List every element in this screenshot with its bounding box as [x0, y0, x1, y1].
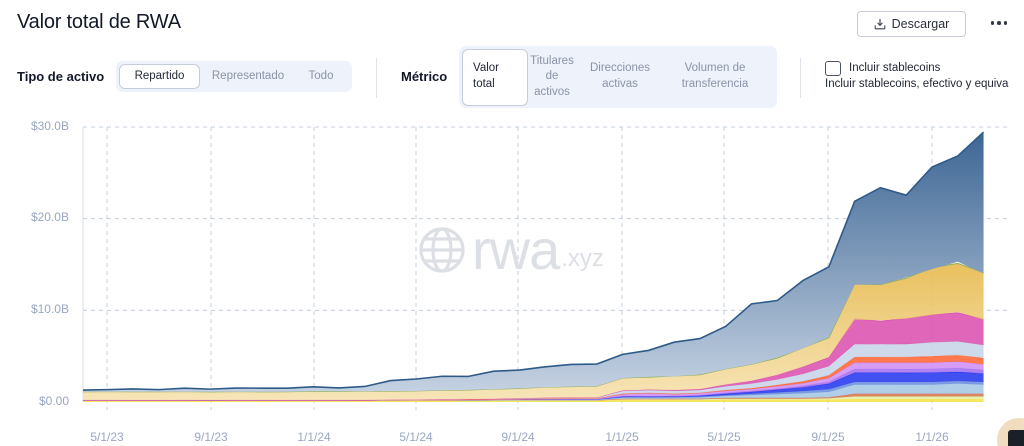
x-tick-label: 5/1/25: [707, 430, 741, 444]
filter-divider: [800, 58, 801, 98]
more-dot: [997, 21, 1001, 25]
x-tick-label: 1/1/26: [915, 430, 949, 444]
x-tick-label: 5/1/23: [90, 430, 124, 444]
asset-type-segmented-control: Repartido Representado Todo: [116, 61, 352, 92]
x-tick-label: 5/1/24: [399, 430, 433, 444]
area-series[interactable]: [83, 263, 984, 400]
area-series[interactable]: [83, 396, 984, 401]
metric-label: Métrico: [401, 69, 448, 84]
x-tick-label: 1/1/25: [605, 430, 639, 444]
series-line: [82, 131, 985, 391]
area-series[interactable]: [83, 383, 984, 401]
asset-type-label: Tipo de activo: [17, 69, 105, 84]
area-series[interactable]: [83, 361, 984, 401]
area-series[interactable]: [83, 354, 984, 401]
y-tick-label: $0.00: [38, 394, 69, 408]
x-tick-label: 1/1/24: [297, 430, 331, 444]
area-series[interactable]: [83, 372, 984, 401]
asset-type-option-todo[interactable]: Todo: [308, 69, 334, 82]
asset-type-option-repartido[interactable]: Repartido: [119, 64, 200, 89]
stacked-area-plot: [82, 126, 1007, 410]
download-label: Descargar: [891, 17, 950, 31]
download-button[interactable]: Descargar: [857, 11, 966, 37]
rwa-total-value-chart: $30.0B $20.0B $10.0B $0.00 5/1/23 9/1/23…: [0, 110, 1024, 446]
metric-option-volumen[interactable]: Volumen de transferencia: [681, 62, 749, 90]
y-tick-label: $30.0B: [30, 119, 69, 133]
more-horizontal-icon: [990, 21, 995, 25]
area-series[interactable]: [83, 368, 984, 401]
x-tick-label: 9/1/23: [194, 430, 228, 444]
area-series[interactable]: [83, 393, 984, 401]
metric-option-valor-total[interactable]: Valor total: [462, 48, 528, 106]
y-tick-label: $20.0B: [30, 210, 69, 224]
stablecoins-checkbox[interactable]: [825, 61, 841, 76]
x-tick-label: 9/1/25: [811, 430, 845, 444]
area-series[interactable]: [83, 341, 984, 401]
stablecoins-description: Incluir stablecoins, efectivo y equiva: [825, 78, 1009, 90]
metric-option-titulares[interactable]: Titulares de activos: [530, 54, 574, 98]
metric-segmented-control: Valor total Titulares de activos Direcci…: [459, 46, 777, 108]
more-dot: [1003, 21, 1008, 25]
stablecoins-label[interactable]: Incluir stablecoins: [849, 62, 941, 74]
download-icon: [874, 19, 886, 30]
filter-divider: [376, 58, 377, 98]
y-tick-label: $10.0B: [30, 302, 69, 316]
metric-option-direcciones[interactable]: Direcciones activas: [589, 62, 651, 90]
area-series[interactable]: [83, 381, 984, 401]
area-series[interactable]: [83, 312, 984, 401]
x-tick-label: 9/1/24: [501, 430, 535, 444]
chat-icon: [1008, 430, 1024, 446]
page-title: Valor total de RWA: [17, 11, 181, 33]
asset-type-option-representado[interactable]: Representado: [211, 69, 285, 82]
more-options-button[interactable]: [988, 14, 1010, 32]
area-series[interactable]: [83, 132, 984, 392]
